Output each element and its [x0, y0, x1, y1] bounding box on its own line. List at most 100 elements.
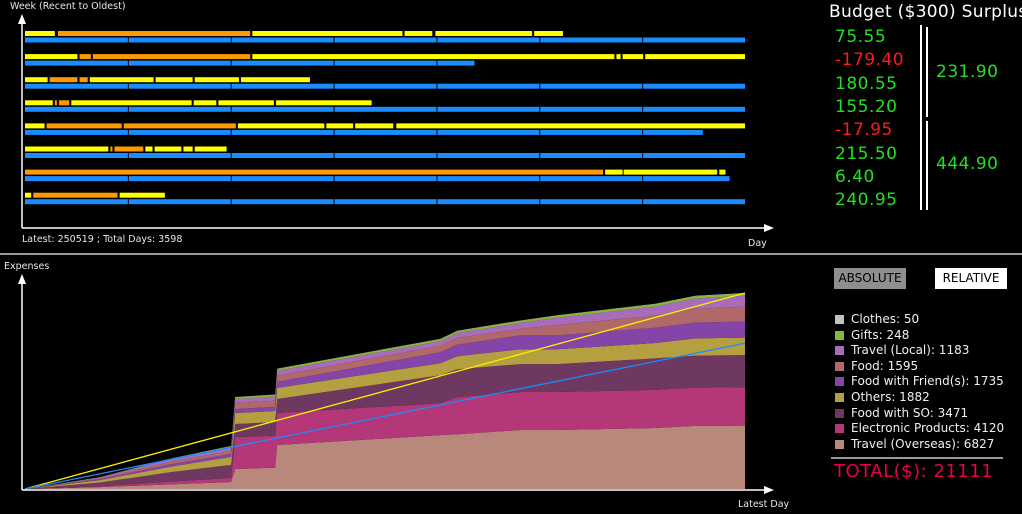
budget-divider-group-2 [926, 121, 928, 210]
spend-segment-yellow [25, 146, 109, 152]
day-segment-blue [25, 83, 128, 89]
day-segment-blue [128, 37, 231, 43]
legend-item: Food with Friend(s): 1735 [835, 374, 1004, 388]
day-segment-blue [437, 153, 540, 158]
spend-segment-yellow [719, 169, 726, 175]
budget-week-surplus: -179.40 [835, 50, 905, 71]
absolute-button[interactable]: ABSOLUTE [834, 268, 906, 289]
spend-segment-yellow [605, 169, 623, 175]
relative-button[interactable]: RELATIVE [935, 268, 1007, 289]
day-segment-blue [540, 106, 643, 112]
top-chart-footer: Latest: 250519 ; Total Days: 3598 [22, 234, 183, 245]
budget-week-surplus: 6.40 [835, 166, 875, 187]
day-segment-blue [643, 106, 745, 112]
legend-label: Food with Friend(s): 1735 [851, 374, 1004, 389]
spend-segment-yellow [404, 31, 433, 36]
spend-segment-yellow [241, 77, 310, 83]
budget-week-surplus: 215.50 [835, 143, 898, 164]
legend-item: Food: 1595 [835, 359, 918, 373]
spend-segment-orange [25, 169, 604, 175]
day-segment-blue [540, 153, 643, 158]
spend-segment-yellow [534, 31, 563, 36]
legend-swatch [835, 408, 844, 418]
day-segment-blue [437, 199, 540, 205]
spend-segment-yellow [355, 123, 394, 129]
spend-segment-yellow [25, 192, 32, 198]
day-segment-blue [540, 83, 643, 89]
day-segment-blue [25, 199, 128, 205]
spend-segment-yellow [623, 169, 718, 175]
day-segment-blue [231, 37, 334, 43]
budget-group-surplus-1: 231.90 [936, 62, 999, 82]
legend-swatch [835, 361, 844, 371]
legend-swatch [835, 393, 844, 402]
legend-item: Clothes: 50 [835, 312, 919, 326]
legend-label: Travel (Overseas): 6827 [851, 436, 995, 451]
area-food-with-friend-s [25, 321, 745, 489]
day-segment-blue [540, 37, 643, 43]
spend-segment-yellow [25, 123, 45, 129]
spend-segment-yellow [645, 54, 745, 60]
day-segment-blue [334, 199, 437, 205]
day-segment-blue [25, 60, 128, 66]
budget-week-surplus: -17.95 [835, 120, 893, 141]
legend-label: Gifts: 248 [851, 327, 910, 342]
day-segment-blue [334, 83, 437, 89]
spend-segment-yellow [183, 146, 193, 152]
day-segment-blue [25, 153, 128, 158]
area-food-with-so [25, 355, 745, 489]
bottom-chart-y-label: Expenses [4, 261, 50, 272]
day-segment-blue [437, 129, 540, 135]
legend-swatch [835, 424, 844, 434]
top-y-axis-arrow [18, 14, 26, 24]
spend-segment-orange [57, 31, 251, 36]
legend-label: Clothes: 50 [851, 312, 920, 326]
bottom-x-axis-arrow [764, 486, 774, 494]
day-segment-blue [643, 37, 745, 43]
day-segment-blue [231, 83, 334, 89]
budget-week-surplus: 155.20 [835, 96, 898, 117]
legend-label: Food with SO: 3471 [851, 405, 969, 420]
top-chart-y-label: Week (Recent to Oldest) [10, 1, 126, 12]
spend-segment-orange [79, 77, 88, 83]
trend-line-blue [24, 342, 746, 490]
spend-segment-yellow [252, 31, 403, 36]
area-food [25, 306, 745, 489]
budget-week-surplus: 240.95 [835, 190, 898, 211]
day-segment-blue [128, 83, 231, 89]
legend-item: Food with SO: 3471 [835, 406, 968, 420]
day-segment-blue [643, 199, 745, 205]
legend-item: Travel (Local): 1183 [835, 343, 969, 357]
spend-segment-yellow [396, 123, 745, 129]
area-electronic-products [25, 387, 745, 489]
legend-divider [831, 457, 1003, 459]
day-segment-blue [540, 176, 643, 182]
day-segment-blue [231, 129, 334, 135]
spend-segment-orange [79, 54, 91, 60]
weekly-chart [18, 14, 774, 232]
bottom-chart-x-label: Latest Day [738, 499, 790, 510]
day-segment-blue [540, 199, 643, 205]
spend-segment-yellow [25, 31, 55, 36]
legend-label: Food: 1595 [851, 358, 919, 373]
spend-segment-yellow [326, 123, 354, 129]
spend-segment-yellow [119, 192, 165, 198]
day-segment-blue [25, 176, 128, 182]
day-segment-blue [231, 106, 334, 112]
legend-label: Electronic Products: 4120 [851, 421, 1005, 436]
spend-segment-orange [54, 100, 57, 106]
section-divider [0, 253, 1022, 255]
spend-segment-orange [46, 123, 122, 129]
day-segment-blue [643, 176, 730, 182]
top-chart-x-label: Day [748, 238, 767, 249]
spend-segment-yellow [25, 100, 53, 106]
day-segment-blue [437, 83, 540, 89]
legend-item: Others: 1882 [835, 390, 930, 404]
area-others [25, 337, 745, 489]
spend-segment-yellow [435, 31, 533, 36]
spend-segment-orange [92, 54, 251, 60]
day-segment-blue [334, 37, 437, 43]
spend-segment-yellow [194, 146, 227, 152]
spend-segment-orange [114, 146, 144, 152]
spend-segment-yellow [218, 100, 274, 106]
